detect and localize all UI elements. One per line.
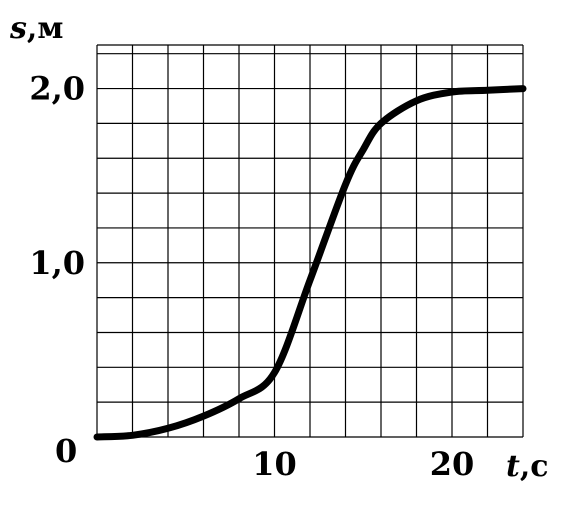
x-axis-variable: t — [506, 449, 520, 484]
x-tick-label: 10 — [252, 445, 297, 483]
y-tick-label: 1,0 — [29, 244, 85, 282]
x-axis-unit: ,с — [520, 449, 549, 484]
series-line — [93, 85, 527, 441]
y-axis-variable: s — [9, 11, 27, 46]
tick-labels: 10 20 1,0 2,0 — [29, 70, 474, 483]
grid — [96, 44, 524, 438]
x-tick-label: 20 — [430, 445, 475, 483]
y-axis-label: s,м — [9, 11, 63, 46]
x-axis-label: t,с — [506, 449, 549, 484]
y-axis-unit: ,м — [27, 11, 64, 46]
y-tick-label: 2,0 — [29, 70, 85, 108]
origin-label: 0 — [55, 432, 77, 470]
